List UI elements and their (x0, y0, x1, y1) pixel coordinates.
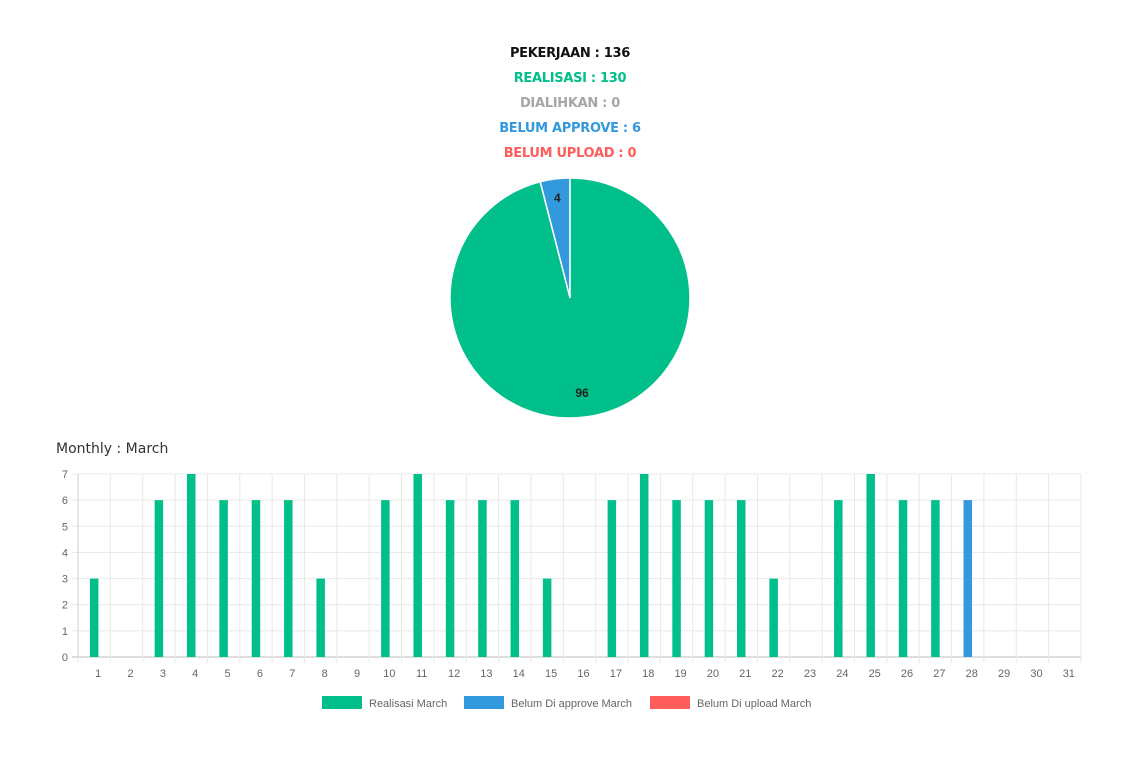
realisasi-total: REALISASI : 130 (513, 71, 627, 86)
bar-realisasi-march-7[interactable] (284, 500, 293, 657)
pie-slice-0[interactable] (449, 177, 691, 419)
bar-realisasi-march-1[interactable] (89, 578, 99, 657)
bar-realisasi-march-21[interactable] (737, 500, 746, 657)
bar-realisasi-march-4[interactable] (186, 474, 196, 657)
legend-label-1[interactable]: Belum Di approve March (511, 698, 632, 710)
x-tick-label: 22 (772, 668, 784, 680)
bar-realisasi-march-18[interactable] (639, 474, 649, 657)
bar-realisasi-march-20[interactable] (704, 500, 714, 657)
legend-swatch-0[interactable] (322, 696, 362, 709)
bar-realisasi-march-27[interactable] (931, 500, 940, 657)
belum-upload-total: BELUM UPLOAD : 0 (503, 146, 637, 161)
bar-realisasi-march-22[interactable] (769, 578, 778, 657)
y-tick-label: 1 (62, 626, 68, 638)
x-tick-label: 7 (289, 668, 295, 680)
x-tick-label: 26 (901, 668, 913, 680)
y-tick-label: 0 (62, 652, 68, 664)
y-tick-label: 3 (62, 574, 68, 586)
x-tick-label: 14 (513, 668, 525, 680)
y-tick-label: 6 (62, 495, 68, 507)
x-tick-label: 16 (577, 668, 589, 680)
x-tick-label: 6 (257, 668, 263, 680)
summary-panel: PEKERJAAN : 136 REALISASI : 130 DIALIHKA… (0, 41, 1140, 166)
x-tick-label: 13 (480, 668, 492, 680)
bar-realisasi-march-26[interactable] (898, 500, 908, 657)
y-tick-label: 4 (62, 547, 68, 559)
x-tick-label: 31 (1063, 668, 1075, 680)
x-tick-label: 12 (448, 668, 460, 680)
bar-realisasi-march-14[interactable] (510, 500, 520, 657)
bar-realisasi-march-10[interactable] (381, 500, 390, 657)
legend-label-0[interactable]: Realisasi March (369, 698, 447, 710)
bar-realisasi-march-13[interactable] (478, 500, 487, 657)
x-tick-label: 25 (869, 668, 881, 680)
x-tick-label: 8 (322, 668, 328, 680)
x-tick-label: 9 (354, 668, 360, 680)
bar-realisasi-march-5[interactable] (219, 500, 228, 657)
status-pie-chart[interactable]: 4 96 (440, 168, 700, 428)
legend-swatch-1[interactable] (464, 696, 504, 709)
x-tick-label: 29 (998, 668, 1010, 680)
x-tick-label: 27 (933, 668, 945, 680)
x-tick-label: 24 (836, 668, 848, 680)
x-tick-label: 5 (225, 668, 231, 680)
bar-realisasi-march-6[interactable] (251, 500, 261, 657)
y-tick-label: 5 (62, 521, 68, 533)
bar-realisasi-march-11[interactable] (413, 474, 422, 657)
bar-realisasi-march-8[interactable] (316, 578, 325, 657)
x-tick-label: 18 (642, 668, 654, 680)
bar-realisasi-march-25[interactable] (866, 474, 875, 657)
pie-slice-label-0: 96 (575, 386, 589, 400)
x-tick-label: 10 (383, 668, 395, 680)
x-tick-label: 17 (610, 668, 622, 680)
bar-realisasi-march-24[interactable] (834, 500, 843, 657)
x-tick-label: 21 (739, 668, 751, 680)
x-tick-label: 20 (707, 668, 719, 680)
monthly-title: Monthly : March (56, 441, 169, 457)
x-tick-label: 30 (1030, 668, 1042, 680)
x-tick-label: 2 (127, 668, 133, 680)
x-tick-label: 23 (804, 668, 816, 680)
y-tick-label: 2 (62, 600, 68, 612)
belum-approve-total: BELUM APPROVE : 6 (499, 121, 641, 136)
pie-slice-label-1: 4 (554, 191, 561, 205)
bar-belum-di-approve-march-28[interactable] (963, 500, 973, 657)
bar-realisasi-march-3[interactable] (154, 500, 164, 657)
x-tick-label: 3 (160, 668, 166, 680)
bar-realisasi-march-12[interactable] (445, 500, 455, 657)
x-tick-label: 19 (674, 668, 686, 680)
x-tick-label: 15 (545, 668, 557, 680)
bar-realisasi-march-19[interactable] (672, 500, 681, 657)
x-tick-label: 4 (192, 668, 198, 680)
y-tick-label: 7 (62, 469, 68, 481)
x-tick-label: 11 (416, 668, 427, 680)
bar-realisasi-march-17[interactable] (607, 500, 617, 657)
legend-label-2[interactable]: Belum Di upload March (697, 698, 811, 710)
x-tick-label: 28 (966, 668, 978, 680)
x-tick-label: 1 (95, 668, 101, 680)
pekerjaan-total: PEKERJAAN : 136 (509, 46, 631, 61)
dialihkan-total: DIALIHKAN : 0 (519, 96, 621, 111)
bar-realisasi-march-15[interactable] (542, 578, 552, 657)
legend-swatch-2[interactable] (650, 696, 690, 709)
